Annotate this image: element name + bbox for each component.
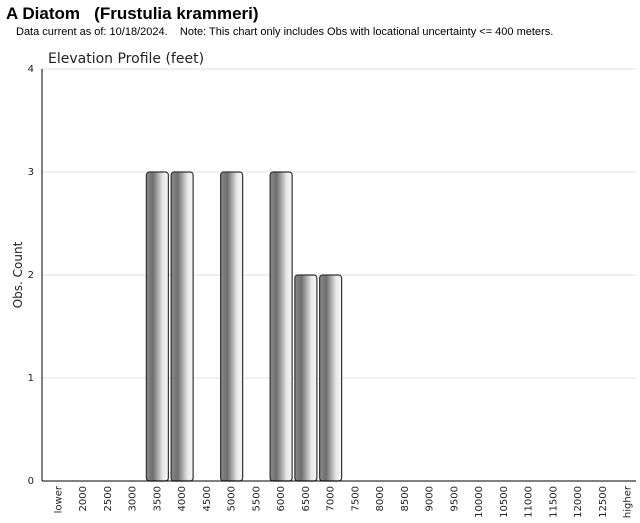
x-tick-labels: lower 2000 2500 3000 3500 4000 4500 5000 5500 600… (53, 485, 633, 518)
x-tick-label: 12000 (573, 486, 584, 518)
x-tick-label: 6000 (276, 486, 287, 511)
x-tick-label: 9000 (425, 486, 436, 511)
x-tick-label: 5500 (251, 486, 262, 511)
y-axis-label: Obs. Count (11, 241, 25, 308)
x-tick-label: 7000 (326, 486, 337, 511)
x-tick-label: 6500 (301, 486, 312, 511)
x-tick-label: 11000 (524, 486, 535, 518)
y-tick-label: 1 (28, 373, 34, 384)
x-tick-label: 10500 (499, 486, 510, 518)
x-tick-label: 9500 (449, 486, 460, 511)
x-tick-label: 12500 (598, 486, 609, 518)
y-tick-label: 4 (28, 64, 34, 75)
x-tick-label: 3000 (128, 486, 139, 511)
x-tick-label: 8000 (375, 486, 386, 511)
bar (145, 171, 169, 482)
x-tick-label: 4500 (202, 486, 213, 511)
bars (145, 171, 343, 482)
x-tick-label: lower (53, 485, 64, 513)
chart-title: Elevation Profile (feet) (48, 51, 204, 67)
x-tick-label: 2500 (103, 486, 114, 511)
x-tick-label: 5000 (227, 486, 238, 511)
x-tick-label: 4000 (177, 486, 188, 511)
x-tick-label: 11500 (548, 486, 559, 518)
page-title: A Diatom (Frustulia krammeri) (6, 4, 259, 23)
x-tick-label: higher (623, 485, 634, 518)
bar (170, 171, 194, 482)
y-tick-label: 3 (28, 167, 34, 178)
x-tick-label: 2000 (78, 486, 89, 511)
data-note: Data current as of: 10/18/2024. Note: Th… (16, 26, 554, 38)
y-tick-label: 2 (28, 270, 34, 281)
bar (220, 171, 244, 482)
bar (269, 171, 293, 482)
bar (294, 274, 318, 482)
y-tick-labels: 0 1 2 3 4 (28, 64, 34, 487)
x-tick-label: 3500 (152, 486, 163, 511)
x-tick-label: 10000 (474, 486, 485, 518)
x-tick-label: 8500 (400, 486, 411, 511)
y-tick-label: 0 (28, 476, 34, 487)
x-tick-label: 7500 (350, 486, 361, 511)
axes (41, 69, 636, 482)
bar (319, 274, 343, 482)
